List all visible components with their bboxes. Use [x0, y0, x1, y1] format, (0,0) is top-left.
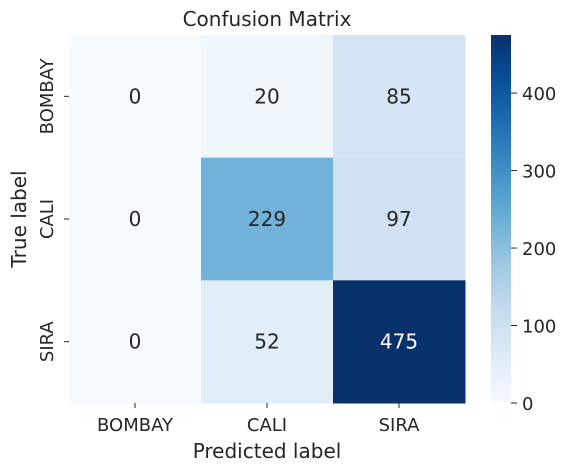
- cell-value-label: 85: [386, 84, 411, 108]
- cell-value-label: 52: [254, 330, 279, 354]
- cell-value-label: 97: [386, 207, 411, 231]
- y-axis-ticks: BOMBAY CALI SIRA: [37, 57, 69, 362]
- heatmap-cell: [69, 35, 202, 159]
- cell-value-label: 229: [248, 207, 286, 231]
- heatmap-cell: [201, 35, 334, 159]
- x-tick-label: BOMBAY: [97, 415, 174, 436]
- x-tick-label: SIRA: [379, 415, 421, 436]
- heatmap-cell: [69, 280, 202, 404]
- cell-value-label: 20: [254, 84, 279, 108]
- colorbar: [491, 35, 511, 403]
- cell-value-label: 475: [380, 330, 418, 354]
- heatmap-cell: [69, 157, 202, 281]
- colorbar-tick-label: 200: [522, 239, 556, 260]
- colorbar-tick-label: 0: [522, 394, 533, 415]
- colorbar-tick-label: 100: [522, 317, 556, 338]
- heatmap-cell: [333, 157, 466, 281]
- heatmap-cells: 0 20 85 0 229 97 0 52 475: [69, 35, 466, 404]
- cell-value-label: 0: [129, 330, 142, 354]
- colorbar-ticks: 0 100 200 300 400: [511, 84, 556, 415]
- heatmap-cell: [333, 35, 466, 159]
- heatmap-cell: [333, 280, 466, 404]
- y-axis-title: True label: [7, 170, 31, 268]
- colorbar-tick-label: 400: [522, 84, 556, 105]
- cell-value-label: 0: [129, 84, 142, 108]
- y-tick-label: SIRA: [37, 321, 58, 363]
- chart-title: Confusion Matrix: [183, 7, 352, 31]
- y-tick-label: BOMBAY: [37, 57, 58, 134]
- heatmap-cell: [201, 157, 334, 281]
- x-axis-title: Predicted label: [193, 439, 342, 463]
- heatmap-cell: [201, 280, 334, 404]
- y-tick-label: CALI: [37, 199, 58, 239]
- x-axis-ticks: BOMBAY CALI SIRA: [97, 403, 420, 436]
- cell-value-label: 0: [129, 207, 142, 231]
- x-tick-label: CALI: [247, 415, 287, 436]
- colorbar-tick-label: 300: [522, 162, 556, 183]
